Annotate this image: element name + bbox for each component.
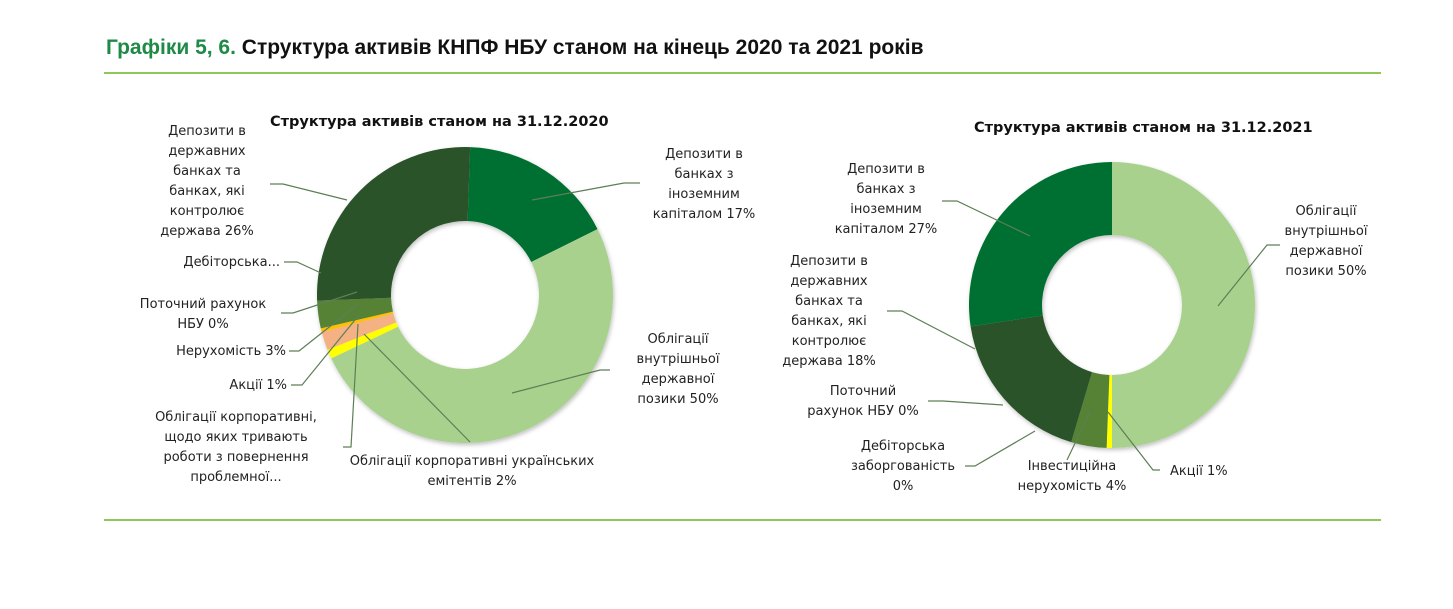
donut-slice — [1112, 162, 1255, 448]
donut-slice — [970, 315, 1093, 443]
page-title: Графіки 5, 6. Структура активів КНПФ НБУ… — [106, 36, 923, 60]
label-2021-state-banks: Депозити в державних банках та банках, я… — [782, 254, 876, 369]
figure-caption: Структура активів КНПФ НБУ станом на кін… — [241, 36, 924, 59]
donut-slice — [1106, 374, 1112, 448]
top-divider — [104, 72, 1381, 74]
label-2021-ovdp: Облігації внутрішньої державної позики 5… — [1284, 204, 1368, 279]
label-2020-corp-ua: Облігації корпоративні українських еміте… — [349, 454, 595, 489]
label-2021-nbu-account: Поточний рахунок НБУ 0% — [807, 384, 919, 419]
label-2020-real-estate: Нерухомість 3% — [176, 344, 286, 359]
chart-2021-title: Структура активів станом на 31.12.2021 — [974, 120, 1313, 136]
donut-chart-2021 — [968, 162, 1255, 448]
donut-slice — [317, 147, 471, 301]
label-2021-receivables: Дебіторська заборгованість 0% — [850, 439, 955, 494]
label-2020-nbu-account: Поточний рахунок НБУ 0% — [139, 297, 267, 332]
leader-lines-2020 — [270, 182, 640, 448]
bottom-divider — [104, 519, 1381, 521]
donut-slice — [320, 311, 394, 333]
label-2020-receivables: Дебіторська... — [183, 255, 280, 270]
label-2020-foreign-banks: Депозити в банках з іноземним капіталом … — [652, 147, 756, 222]
donut-slice — [467, 147, 598, 263]
label-2020-ovdp: Облігації внутрішньої державної позики 5… — [636, 332, 720, 407]
donut-slice — [968, 162, 1112, 327]
donut-slice — [321, 313, 397, 350]
leader-lines-2021 — [887, 200, 1280, 471]
figure-number: Графіки 5, 6. — [106, 36, 236, 59]
label-2021-foreign-banks: Депозити в банках з іноземним капіталом … — [834, 162, 938, 237]
label-2020-shares: Акції 1% — [229, 378, 287, 393]
donut-slice — [1071, 372, 1110, 448]
chart-2020-title: Структура активів станом на 31.12.2020 — [270, 114, 609, 130]
label-2021-real-estate: Інвестиційна нерухомість 4% — [1017, 459, 1127, 494]
label-2020-corp-problem: Облігації корпоративні, щодо яких триваю… — [155, 410, 317, 485]
label-2020-state-banks: Депозити в державних банках та банках, я… — [160, 124, 254, 239]
label-2021-shares: Акції 1% — [1170, 464, 1228, 479]
donut-slice — [327, 322, 399, 359]
donut-chart-2020 — [317, 147, 613, 443]
donut-slice — [317, 297, 393, 329]
donut-slice — [331, 229, 613, 443]
